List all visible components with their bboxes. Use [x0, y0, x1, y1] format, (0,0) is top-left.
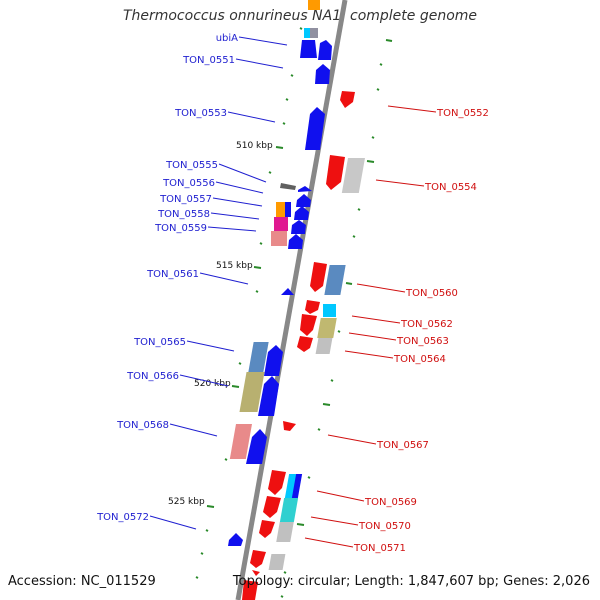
gene-label-left: TON_0555	[165, 160, 218, 171]
gene-label-left: TON_0572	[96, 512, 149, 523]
gene-arrow	[250, 550, 266, 568]
gene-arrow	[264, 345, 283, 376]
gene-arrow	[283, 421, 296, 431]
gene-label-left: TON_0561	[146, 269, 199, 280]
gene-arrow	[242, 580, 258, 600]
gene-arrow	[315, 64, 330, 84]
gene-label-left: TON_0558	[157, 209, 210, 220]
gene-arrow	[280, 183, 296, 190]
gene-block	[239, 372, 265, 412]
left-leaders	[149, 36, 288, 530]
gene-block	[274, 217, 288, 231]
gene-label-right: TON_0567	[376, 440, 429, 451]
tick-label: 520 kbp	[194, 379, 231, 389]
gene-block	[315, 338, 333, 354]
tick-label: 510 kbp	[236, 141, 273, 151]
gene-label-left: TON_0565	[133, 337, 186, 348]
gene-arrow	[305, 300, 320, 314]
gene-arrow	[228, 533, 243, 546]
guide-dots	[195, 27, 393, 598]
gene-label-right: TON_0564	[393, 354, 446, 365]
map-title: Thermococcus onnurineus NA1, complete ge…	[122, 8, 478, 24]
gene-label-left: TON_0568	[116, 420, 169, 431]
gene-arrow	[305, 107, 325, 150]
gene-block	[229, 424, 252, 459]
genome-backbone	[235, 0, 348, 600]
gene-arrow	[298, 186, 312, 192]
gene-arrow	[318, 40, 332, 60]
gene-block	[276, 202, 285, 217]
gene-block	[284, 474, 298, 498]
gene-block	[291, 474, 303, 498]
gene-arrow	[246, 429, 267, 464]
gene-arrow	[291, 220, 306, 234]
gene-label-right: TON_0552	[436, 108, 489, 119]
gene-label-right: TON_0554	[424, 182, 477, 193]
gene-label-left: TON_0559	[154, 223, 207, 234]
gene-arrow	[294, 206, 309, 220]
tick-label: 525 kbp	[168, 497, 205, 507]
tick-label: 515 kbp	[216, 261, 253, 271]
gene-arrow	[296, 194, 311, 207]
gene-label-right: TON_0569	[364, 497, 417, 508]
gene-arrow	[340, 91, 355, 108]
gene-block	[304, 28, 310, 38]
gene-block	[324, 265, 346, 295]
gene-arrow	[259, 520, 275, 538]
gene-label-left: TON_0553	[174, 108, 227, 119]
gene-block	[317, 318, 337, 338]
gene-arrow	[310, 262, 327, 292]
gene-arrow	[263, 496, 281, 518]
genome-summary-text: Topology: circular; Length: 1,847,607 bp…	[232, 574, 590, 589]
gene-label-right: TON_0562	[400, 319, 453, 330]
gene-arrow	[288, 234, 303, 249]
gene-arrow	[300, 314, 317, 336]
gene-arrow	[258, 376, 279, 416]
right-leaders	[304, 105, 437, 548]
gene-arrow	[252, 570, 260, 576]
gene-block	[323, 304, 336, 317]
gene-arrow	[268, 470, 286, 495]
gene-arrow	[297, 336, 313, 352]
gene-label-left: TON_0557	[159, 194, 212, 205]
gene-label-left: ubiA	[216, 33, 238, 44]
gene-label-right: TON_0560	[405, 288, 458, 299]
gene-arrow	[300, 40, 317, 58]
gene-arrow	[281, 288, 294, 295]
gene-label-left: TON_0551	[182, 55, 235, 66]
gene-block	[308, 0, 320, 10]
gene-block	[271, 231, 287, 246]
gene-block	[341, 158, 365, 193]
accession-text: Accession: NC_011529	[8, 574, 156, 589]
gene-label-right: TON_0571	[353, 543, 406, 554]
gene-label-right: TON_0563	[396, 336, 449, 347]
gene-block	[248, 342, 269, 372]
gene-block	[276, 522, 294, 542]
gene-features	[228, 0, 365, 600]
gene-label-right: TON_0570	[358, 521, 411, 532]
gene-block	[268, 554, 286, 570]
gene-block	[279, 498, 299, 522]
gene-arrow	[326, 155, 345, 190]
gene-label-left: TON_0566	[126, 371, 179, 382]
gene-block	[310, 28, 318, 38]
gene-label-left: TON_0556	[162, 178, 215, 189]
gene-block	[285, 202, 291, 217]
